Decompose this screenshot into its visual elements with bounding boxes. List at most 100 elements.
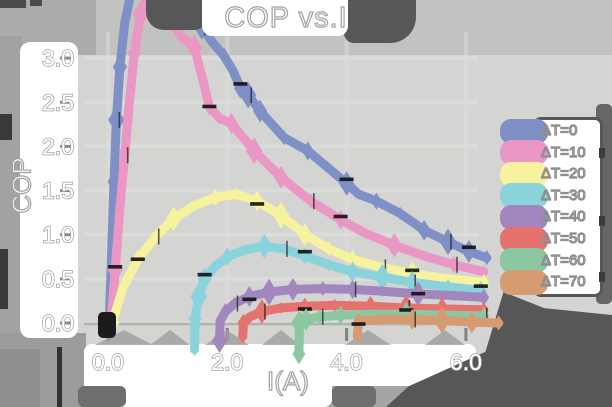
series-marker: [417, 219, 431, 241]
series-marker: [190, 283, 207, 310]
y-tick-label: 1.5: [42, 178, 74, 204]
series-marker: [132, 0, 150, 28]
series-marker: [119, 15, 130, 31]
axis-smudge-bump-right: [332, 386, 376, 407]
series-marker: [360, 227, 369, 239]
legend-label-ΔT=0: ΔT=0: [540, 121, 578, 139]
series-marker: [378, 312, 387, 327]
series-marker: [238, 328, 248, 344]
legend-swatch-ΔT=60: [500, 248, 548, 274]
series-marker: [241, 244, 249, 256]
background-corner-bottom-left-dark: [0, 349, 40, 407]
series-marker: [186, 35, 203, 60]
series-ΔT=40: [211, 278, 490, 354]
x-tick-label: 2.0: [211, 349, 243, 375]
series-marker: [272, 201, 290, 229]
series-marker: [443, 279, 453, 295]
legend-border-nick: [599, 272, 605, 282]
series-marker: [198, 71, 206, 84]
series-marker: [292, 343, 306, 365]
series-marker: [112, 55, 127, 79]
legend-border-nick: [599, 216, 605, 226]
series-marker: [188, 308, 202, 330]
axis-smudge: [425, 330, 465, 345]
band-ink-mark: [297, 249, 312, 254]
series-marker: [433, 307, 451, 334]
series-marker: [119, 146, 131, 164]
chart-title: COP vs.I: [224, 1, 348, 34]
series-marker: [219, 47, 230, 65]
smudge-bottom-left-line: [57, 347, 62, 407]
series-marker: [107, 257, 123, 283]
x-axis-label: I(A): [266, 365, 309, 396]
series-marker: [190, 342, 199, 357]
x-tick-label: 4.0: [331, 349, 363, 375]
legend-label-ΔT=50: ΔT=50: [540, 229, 586, 247]
series-marker: [371, 192, 382, 210]
series-marker: [482, 250, 492, 266]
series-marker: [450, 289, 458, 302]
series-marker: [211, 328, 228, 354]
series-marker: [301, 141, 314, 161]
series-marker: [232, 187, 241, 201]
axis-smudge: [345, 330, 391, 345]
series-marker: [245, 137, 263, 165]
series-marker: [323, 241, 334, 257]
band-ink-mark: [242, 297, 257, 302]
series-line: [190, 241, 486, 354]
y-tick-label: 0.5: [42, 266, 74, 292]
smudge-left-dash2: [0, 249, 8, 309]
band-ink-mark: [250, 202, 265, 206]
x-tick-label: 6.0: [450, 349, 482, 375]
y-tick-label: 0.0: [42, 310, 74, 336]
legend-label-ΔT=40: ΔT=40: [540, 208, 586, 226]
series-marker: [254, 299, 270, 324]
legend-label-ΔT=60: ΔT=60: [540, 251, 586, 269]
legend-swatch-ΔT=20: [500, 161, 548, 187]
series-marker: [297, 223, 312, 247]
series-marker: [118, 280, 128, 296]
series-marker: [346, 249, 359, 269]
series-marker: [237, 313, 250, 333]
series-marker: [242, 286, 256, 307]
y-tick-label: 3.0: [42, 45, 74, 71]
series-marker: [108, 106, 125, 134]
series-marker: [420, 250, 428, 262]
legend-swatch-ΔT=30: [500, 183, 548, 209]
legend-border-nick: [599, 148, 605, 158]
series-marker: [177, 30, 185, 42]
series-marker: [209, 259, 219, 275]
band-ink-mark: [233, 82, 248, 86]
band-ink-mark: [351, 322, 366, 326]
axis-smudge: [262, 330, 300, 345]
series-marker: [253, 99, 268, 123]
series-marker: [127, 43, 141, 65]
band-ink-mark: [130, 257, 145, 262]
series-marker: [239, 81, 257, 109]
series-marker: [444, 273, 452, 285]
smudge-title-left: [146, 0, 208, 30]
series-marker: [439, 228, 457, 256]
smudge-top-left-dash: [0, 0, 26, 8]
axis-smudge: [150, 330, 190, 345]
y-tick-label: 1.0: [42, 222, 74, 248]
legend-swatch-ΔT=0: [500, 118, 548, 144]
series-marker: [353, 330, 361, 342]
series-marker: [277, 302, 285, 314]
band-ink-mark: [333, 214, 348, 219]
series-marker: [479, 265, 488, 279]
series-marker: [125, 95, 134, 109]
band-ink-mark: [108, 265, 123, 269]
series-marker: [318, 280, 328, 297]
series-marker: [215, 111, 224, 125]
series-marker: [346, 261, 360, 283]
series-ΔT=10: [106, 0, 489, 329]
series-marker: [229, 64, 238, 78]
legend-swatch-ΔT=40: [500, 204, 548, 230]
series-marker: [374, 263, 391, 291]
series-marker: [464, 310, 479, 334]
band-ink-mark: [202, 104, 217, 109]
band-ink-mark: [461, 245, 476, 250]
